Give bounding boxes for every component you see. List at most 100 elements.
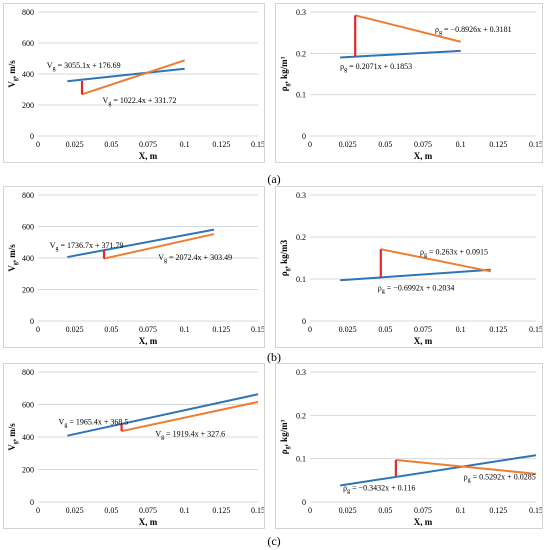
- equation-label: ρg = 0.5292x + 0.0285: [464, 472, 536, 483]
- series-line: [395, 458, 537, 475]
- x-tick-label: 0.05: [378, 140, 392, 149]
- y-tick-label: 800: [22, 8, 34, 17]
- equation-label: ρg = −0.6992x + 0.2034: [378, 283, 455, 294]
- caption-a: (a): [267, 172, 281, 186]
- chart-c-velocity: 0 200 400 600 800 0 0.025 0.05 0.075 0.1 0.125 0.15…: [3, 363, 265, 529]
- x-tick-label: 0: [308, 325, 312, 334]
- y-tick-label: 0.1: [296, 455, 306, 464]
- y-tick-label: 0: [302, 498, 306, 507]
- chart-b-velocity: 0 200 400 600 800 0 0.025 0.05 0.075 0.1 0.125 0.15…: [3, 186, 265, 348]
- y-tick-label: 0.1: [296, 91, 306, 100]
- chart-c-velocity-plot: 0 200 400 600 800 0 0.025 0.05 0.075 0.1 0.125 0.15…: [7, 368, 264, 527]
- x-tick-label: 0: [308, 140, 312, 149]
- x-axis-label: X, m: [139, 151, 158, 161]
- equation-label: Vg = 3055.1x + 176.69: [47, 61, 121, 72]
- series-line: [380, 248, 491, 273]
- x-tick-label: 0.1: [180, 140, 190, 149]
- equation-label: ρg = 0.2071x + 0.1853: [340, 62, 412, 73]
- y-axis-label: Vg, m/s: [7, 244, 19, 272]
- y-tick-label: 400: [22, 254, 34, 263]
- y-tick-label: 200: [22, 286, 34, 295]
- x-tick-label: 0.075: [414, 140, 432, 149]
- y-axis-label: ρg, kg/m3: [279, 239, 291, 276]
- x-tick-label: 0.15: [251, 140, 264, 149]
- x-tick-label: 0: [36, 325, 40, 334]
- x-tick-label: 0.025: [66, 140, 84, 149]
- y-tick-label: 0: [30, 317, 34, 326]
- x-axis-label: X, m: [414, 151, 433, 161]
- chart-b-density: 0 0.1 0.2 0.3 0 0.025 0.05 0.075 0.1 0.125 0.15 X, …: [275, 186, 543, 348]
- series-line: [81, 59, 185, 96]
- chart-a-velocity: 0 200 400 600 800 0 0.025 0.05 0.075 0.1 0.125 0.15…: [3, 3, 265, 163]
- y-tick-label: 0: [302, 132, 306, 141]
- series-line: [340, 268, 491, 282]
- x-tick-label: 0.125: [212, 506, 230, 515]
- equation-label: ρg = 0.263x + 0.0915: [420, 248, 488, 259]
- chart-c-density-plot: 0 0.1 0.2 0.3 0 0.025 0.05 0.075 0.1 0.125 0.15 X, …: [279, 368, 542, 527]
- x-tick-label: 0.075: [414, 506, 432, 515]
- x-tick-label: 0.1: [456, 506, 466, 515]
- x-tick-label: 0.025: [66, 325, 84, 334]
- x-tick-label: 0.075: [139, 325, 157, 334]
- y-tick-label: 0: [30, 132, 34, 141]
- series-line: [103, 233, 215, 260]
- x-tick-label: 0.1: [456, 140, 466, 149]
- x-tick-label: 0.1: [180, 325, 190, 334]
- series-line: [121, 400, 259, 433]
- x-tick-label: 0.025: [339, 325, 357, 334]
- x-axis-label: X, m: [139, 517, 158, 527]
- x-tick-label: 0: [308, 506, 312, 515]
- equation-label: ρg = −0.3432x + 0.116: [343, 483, 415, 494]
- chart-a-density: 0 0.1 0.2 0.3 0 0.025 0.05 0.075 0.1 0.125 0.15 X, …: [275, 3, 543, 163]
- x-axis-label: X, m: [414, 517, 433, 527]
- x-tick-label: 0: [36, 506, 40, 515]
- y-tick-label: 0.3: [296, 8, 306, 17]
- x-axis-label: X, m: [139, 336, 158, 346]
- y-tick-label: 200: [22, 101, 34, 110]
- equation-label: Vg = 1736.7x + 371.79: [50, 241, 124, 252]
- x-tick-label: 0.075: [139, 506, 157, 515]
- y-axis-label: ρg, kg/m³: [279, 56, 291, 91]
- chart-a-velocity-plot: 0 200 400 600 800 0 0.025 0.05 0.075 0.1 0.125 0.15…: [7, 8, 264, 161]
- y-tick-label: 800: [22, 191, 34, 200]
- series-line: [67, 393, 259, 437]
- y-tick-label: 800: [22, 368, 34, 377]
- x-tick-label: 0.125: [489, 506, 507, 515]
- x-tick-label: 0.15: [529, 140, 542, 149]
- series-line: [339, 454, 537, 487]
- series-line: [67, 67, 185, 83]
- y-tick-label: 600: [22, 401, 34, 410]
- y-tick-label: 600: [22, 39, 34, 48]
- x-tick-label: 0.15: [529, 325, 542, 334]
- x-tick-label: 0.05: [378, 325, 392, 334]
- x-tick-label: 0.025: [66, 506, 84, 515]
- y-axis-label: Vg, m/s: [7, 60, 19, 88]
- x-tick-label: 0.05: [378, 506, 392, 515]
- x-tick-label: 0: [36, 140, 40, 149]
- equation-label: Vg = 1919.4x + 327.6: [155, 430, 225, 441]
- series-line: [354, 14, 461, 43]
- chart-b-velocity-plot: 0 200 400 600 800 0 0.025 0.05 0.075 0.1 0.125 0.15…: [7, 191, 264, 346]
- series-line: [340, 49, 461, 59]
- x-tick-label: 0.075: [414, 325, 432, 334]
- x-tick-label: 0.1: [180, 506, 190, 515]
- y-tick-label: 400: [22, 433, 34, 442]
- caption-c: (c): [267, 534, 281, 548]
- y-axis-label: Vg, m/s: [7, 423, 19, 451]
- y-tick-label: 200: [22, 466, 34, 475]
- x-tick-label: 0.05: [104, 506, 118, 515]
- x-axis-label: X, m: [414, 336, 433, 346]
- y-tick-label: 0: [302, 317, 306, 326]
- series-line: [67, 228, 215, 259]
- y-tick-label: 600: [22, 223, 34, 232]
- x-tick-label: 0.025: [339, 506, 357, 515]
- chart-a-density-plot: 0 0.1 0.2 0.3 0 0.025 0.05 0.075 0.1 0.125 0.15 X, …: [279, 8, 542, 161]
- y-tick-label: 400: [22, 70, 34, 79]
- x-tick-label: 0.05: [104, 325, 118, 334]
- x-tick-label: 0.075: [139, 140, 157, 149]
- x-tick-label: 0.15: [251, 325, 264, 334]
- equation-label: Vg = 2072.4x + 303.49: [158, 253, 232, 264]
- y-tick-label: 0.2: [296, 411, 306, 420]
- x-tick-label: 0.1: [456, 325, 466, 334]
- x-tick-label: 0.15: [529, 506, 542, 515]
